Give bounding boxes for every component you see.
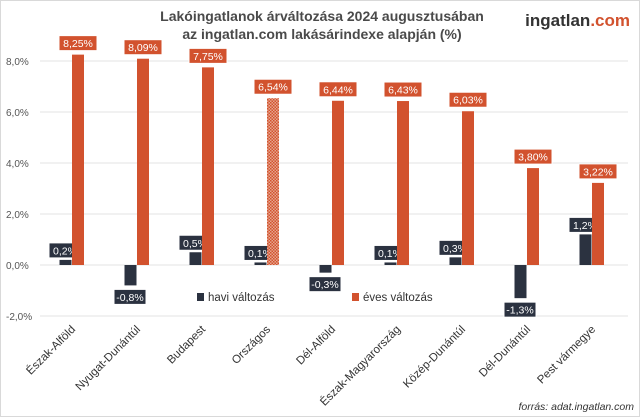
bar-eves: [267, 98, 279, 265]
logo-main: ingatlan: [525, 11, 590, 30]
x-tick-label: Dél-Dunántúl: [477, 324, 533, 380]
bar-eves: [462, 111, 474, 265]
data-label-eves: 3,80%: [518, 152, 548, 164]
data-label-bg: [113, 288, 147, 305]
bar-eves: [592, 182, 604, 265]
bar-eves: [397, 101, 409, 265]
data-label-bg: [58, 35, 98, 52]
data-label-bg: [308, 276, 342, 293]
x-tick-label: Dél-Alföld: [294, 324, 338, 368]
data-label-bg: [318, 81, 358, 98]
data-label-eves: 6,44%: [323, 84, 353, 96]
bar-havi: [254, 262, 267, 265]
data-label-havi: -0,3%: [311, 279, 338, 291]
legend-swatch-eves: [352, 293, 359, 301]
x-tick-label: Országos: [230, 323, 273, 366]
bar-havi: [189, 252, 202, 265]
data-label-havi: -0,8%: [116, 292, 143, 304]
y-tick-label: -2,0%: [6, 312, 32, 323]
source-note: forrás: adat.ingatlan.com: [518, 401, 634, 413]
chart-title: Lakóingatlanok árváltozása 2024 augusztu…: [160, 8, 484, 24]
data-label-eves: 8,09%: [128, 42, 158, 54]
bar-havi: [319, 265, 332, 273]
bar-eves: [332, 100, 344, 265]
logo-suffix: .com: [590, 11, 630, 30]
bar-havi: [449, 257, 462, 265]
legend: havi változás éves változás: [197, 292, 433, 304]
x-tick-label: Közép-Dunántúl: [401, 324, 468, 391]
x-tick-label: Nyugat-Dunántúl: [74, 324, 144, 394]
bar-eves: [137, 58, 149, 265]
data-label-bg: [383, 81, 423, 98]
data-label-eves: 6,54%: [258, 82, 288, 94]
data-label-havi: 0,1%: [378, 248, 402, 260]
y-tick-label: 6,0%: [6, 108, 29, 119]
bar-havi: [59, 259, 72, 265]
data-label-havi: 0,1%: [248, 248, 272, 260]
y-tick-label: 4,0%: [6, 159, 29, 170]
data-label-eves: 6,43%: [388, 85, 418, 97]
x-tick-label: Budapest: [165, 323, 208, 366]
bar-eves: [202, 67, 214, 265]
data-label-bg: [513, 148, 553, 165]
data-label-bg: [578, 163, 618, 180]
data-label-havi: 1,2%: [573, 220, 597, 232]
legend-label-eves: éves változás: [363, 292, 433, 304]
data-label-bg: [188, 47, 228, 64]
y-tick-label: 0,0%: [6, 261, 29, 272]
data-label-bg: [253, 78, 293, 95]
data-label-havi: 0,3%: [443, 243, 467, 255]
bar-havi: [124, 265, 137, 286]
bar-eves: [72, 54, 84, 265]
bar-havi: [579, 234, 592, 265]
y-tick-label: 2,0%: [6, 210, 29, 221]
bar-havi: [384, 262, 397, 265]
data-label-bg: [123, 39, 163, 56]
logo: ingatlan.com: [525, 11, 630, 30]
data-label-havi: 0,2%: [53, 245, 77, 257]
data-label-havi: 0,5%: [183, 238, 207, 250]
y-tick-label: 8,0%: [6, 57, 29, 68]
bar-havi: [514, 265, 527, 299]
data-label-eves: 3,22%: [583, 166, 613, 178]
data-label-havi: -1,3%: [506, 305, 533, 317]
data-label-eves: 8,25%: [63, 38, 93, 50]
x-tick-label: Észak-Alföld: [24, 323, 78, 377]
x-tick-label: Pest vármegye: [535, 324, 598, 387]
chart-subtitle: az ingatlan.com lakásárindexe alapján (%…: [182, 26, 461, 42]
data-label-eves: 7,75%: [193, 51, 223, 63]
bar-eves: [527, 168, 539, 265]
data-label-eves: 6,03%: [453, 95, 483, 107]
data-label-bg: [503, 301, 537, 318]
legend-swatch-havi: [197, 293, 204, 301]
legend-label-havi: havi változás: [208, 292, 275, 304]
data-label-bg: [448, 91, 488, 108]
